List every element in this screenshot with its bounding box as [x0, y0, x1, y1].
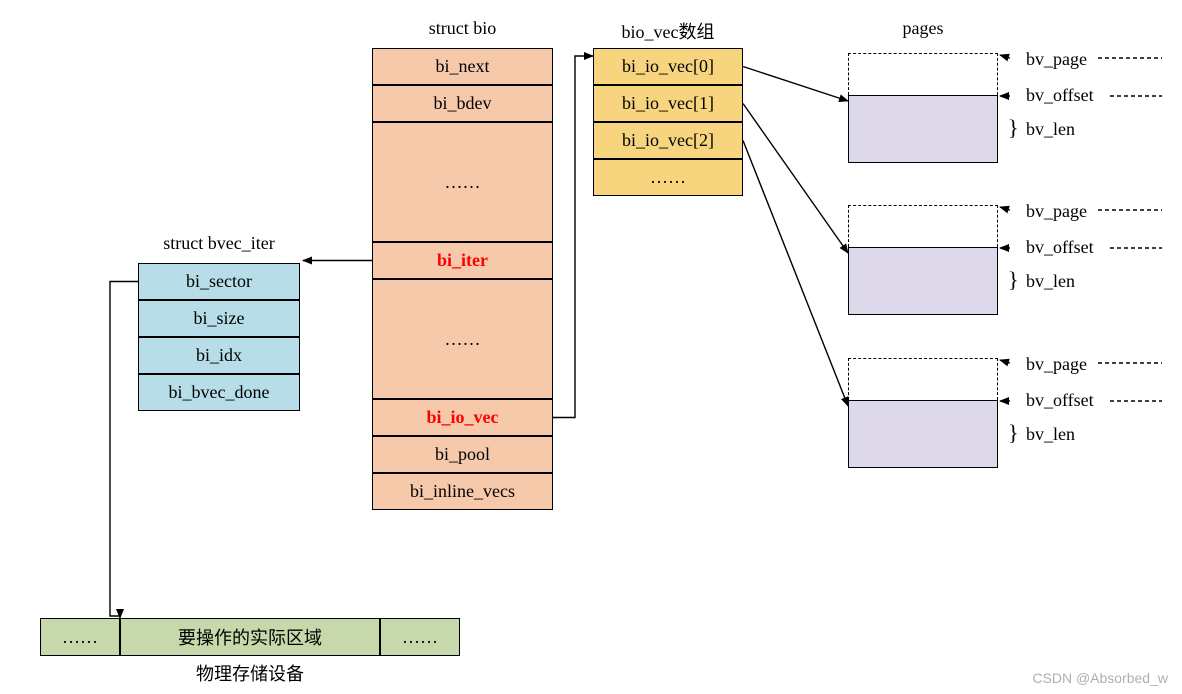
storage-seg-mid: 要操作的实际区域: [120, 618, 380, 656]
page-top-line-1: [848, 205, 998, 206]
page-top-0: [848, 53, 998, 95]
label-bv-offset-0: bv_offset: [1026, 85, 1094, 106]
storage-seg-right: ……: [380, 618, 460, 656]
bio-row-3: bi_iter: [372, 242, 553, 279]
bio-row-5: bi_io_vec: [372, 399, 553, 436]
bio-row-6: bi_pool: [372, 436, 553, 473]
bio-row-4: ……: [372, 279, 553, 399]
storage-caption: 物理存储设备: [120, 660, 380, 686]
label-bv-offset-2: bv_offset: [1026, 390, 1094, 411]
page-fill-0: [848, 95, 998, 163]
bio-row-1: bi_bdev: [372, 85, 553, 122]
storage-seg-left: ……: [40, 618, 120, 656]
page-top-line-0: [848, 53, 998, 54]
bveciter-row-3: bi_bvec_done: [138, 374, 300, 411]
brace-bv-len-1: }: [1008, 269, 1019, 291]
bio-row-0: bi_next: [372, 48, 553, 85]
brace-bv-len-0: }: [1008, 117, 1019, 139]
biovec-row-1: bi_io_vec[1]: [593, 85, 743, 122]
bveciter-row-0: bi_sector: [138, 263, 300, 300]
bveciter-row-2: bi_idx: [138, 337, 300, 374]
bio-row-2: ……: [372, 122, 553, 242]
label-bv-len-0: bv_len: [1026, 119, 1075, 140]
diagram-stage: { "titles": { "struct_bio": "struct bio"…: [0, 0, 1182, 694]
page-top-2: [848, 358, 998, 400]
label-bv-offset-1: bv_offset: [1026, 237, 1094, 258]
page-fill-1: [848, 247, 998, 315]
label-bv-len-2: bv_len: [1026, 424, 1075, 445]
label-bv-page-2: bv_page: [1026, 354, 1087, 375]
label-bv-page-0: bv_page: [1026, 49, 1087, 70]
page-top-line-2: [848, 358, 998, 359]
brace-bv-len-2: }: [1008, 422, 1019, 444]
title-pages: pages: [848, 18, 998, 39]
title-bvec-iter: struct bvec_iter: [138, 233, 300, 254]
label-bv-page-1: bv_page: [1026, 201, 1087, 222]
label-bv-len-1: bv_len: [1026, 271, 1075, 292]
biovec-row-0: bi_io_vec[0]: [593, 48, 743, 85]
biovec-row-2: bi_io_vec[2]: [593, 122, 743, 159]
watermark: CSDN @Absorbed_w: [1032, 670, 1168, 686]
title-struct-bio: struct bio: [372, 18, 553, 39]
title-bio-vec-array: bio_vec数组: [593, 18, 743, 44]
biovec-row-3: ……: [593, 159, 743, 196]
bio-row-7: bi_inline_vecs: [372, 473, 553, 510]
bveciter-row-1: bi_size: [138, 300, 300, 337]
page-top-1: [848, 205, 998, 247]
page-fill-2: [848, 400, 998, 468]
